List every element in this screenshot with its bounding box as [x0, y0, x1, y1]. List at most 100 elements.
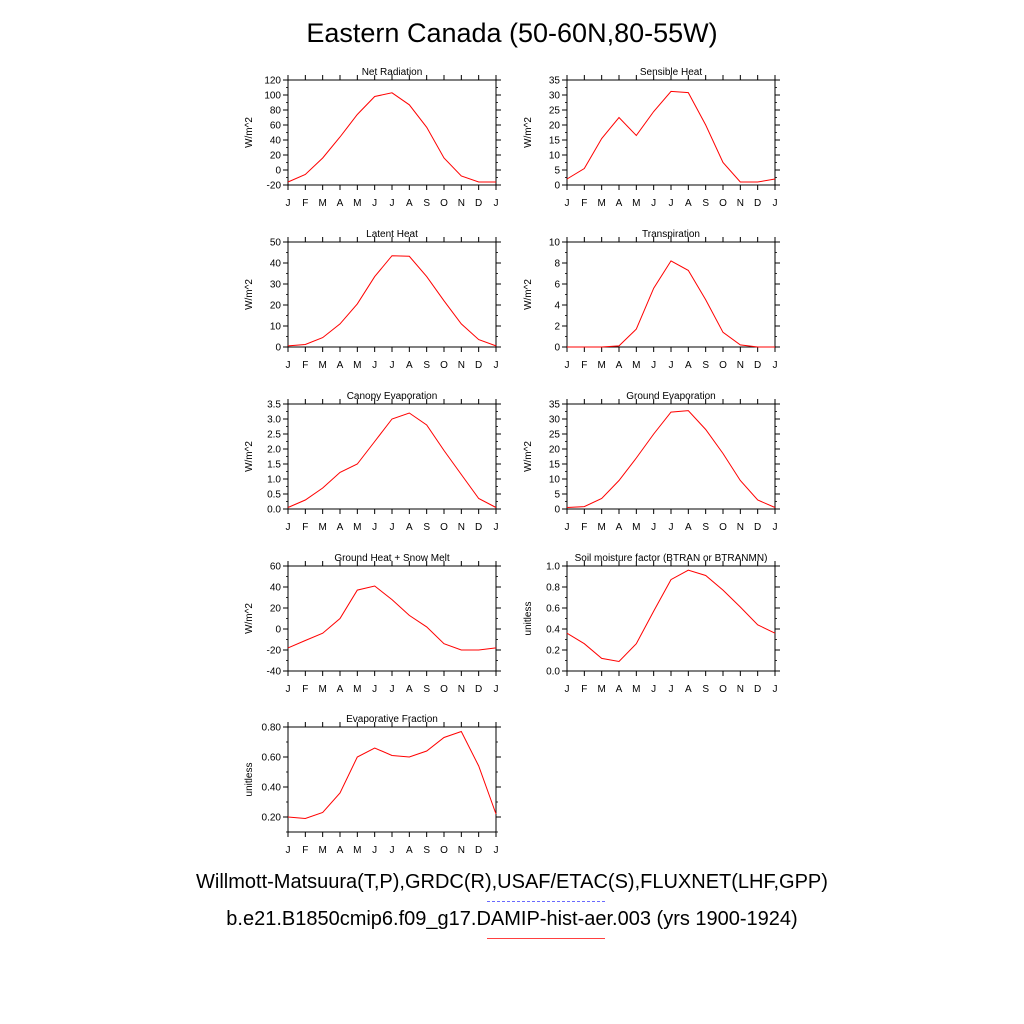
x-tick-label: M [318, 360, 326, 371]
x-tick-label: J [390, 198, 395, 209]
chart-title: Soil moisture factor (BTRAN or BTRANMN) [575, 553, 768, 564]
x-tick-label: S [702, 684, 709, 695]
chart-title: Sensible Heat [640, 67, 702, 78]
x-tick-label: S [423, 845, 430, 856]
y-tick-label: 0.20 [262, 813, 282, 824]
x-tick-label: A [406, 845, 413, 856]
series-line-model [566, 90, 776, 183]
x-tick-label: A [685, 360, 692, 371]
x-tick-label: J [286, 360, 291, 371]
x-tick-label: A [337, 684, 344, 695]
y-tick-label: 0.5 [267, 490, 281, 501]
y-axis-label: W/m^2 [523, 279, 534, 310]
y-tick-label: 2.0 [267, 445, 281, 456]
y-axis-label: W/m^2 [244, 603, 255, 634]
y-tick-label: 120 [264, 76, 281, 87]
y-tick-label: 2.5 [267, 430, 281, 441]
series-line-model [287, 412, 497, 508]
x-tick-label: N [458, 684, 465, 695]
x-tick-label: N [737, 522, 744, 533]
y-tick-label: 15 [549, 136, 561, 147]
chart-panel: Ground Heat + Snow Melt W/m^2 -40 -20 0 20 40 6… [244, 553, 501, 695]
x-tick-label: O [440, 198, 448, 209]
x-tick-label: M [632, 360, 640, 371]
x-tick-label: D [754, 360, 761, 371]
y-tick-label: 20 [549, 445, 561, 456]
legend-swatch-observations [487, 901, 605, 902]
chart-panel: Canopy Evaporation W/m^2 0.0 0.5 1.0 1.5 2.0 2.… [244, 391, 501, 533]
x-tick-label: F [302, 522, 308, 533]
legend-entry-model: b.e21.B1850cmip6.f09_g17.DAMIP-hist-aer.… [226, 908, 798, 930]
x-tick-label: S [702, 360, 709, 371]
x-tick-label: D [754, 198, 761, 209]
y-tick-label: 2 [554, 322, 560, 333]
x-tick-label: J [773, 198, 778, 209]
x-tick-label: F [581, 360, 587, 371]
x-tick-label: M [597, 522, 605, 533]
y-tick-label: 0.60 [262, 753, 282, 764]
y-tick-label: 0.4 [546, 625, 560, 636]
x-tick-label: J [494, 522, 499, 533]
plot-frame [566, 403, 776, 510]
x-tick-label: J [669, 360, 674, 371]
plot-frame [287, 565, 497, 672]
y-tick-label: 0 [275, 166, 281, 177]
y-tick-label: 5 [554, 490, 560, 501]
y-tick-label: 10 [549, 475, 561, 486]
x-tick-label: J [494, 360, 499, 371]
x-tick-label: M [353, 198, 361, 209]
x-tick-label: O [440, 522, 448, 533]
x-tick-label: O [440, 684, 448, 695]
y-tick-label: 30 [549, 91, 561, 102]
y-tick-label: 100 [264, 91, 281, 102]
plot-frame [566, 79, 776, 186]
x-tick-label: M [353, 684, 361, 695]
x-tick-label: M [318, 198, 326, 209]
x-tick-label: D [475, 684, 482, 695]
x-tick-label: A [337, 845, 344, 856]
x-tick-label: J [286, 684, 291, 695]
x-tick-label: O [719, 360, 727, 371]
y-tick-label: -20 [267, 646, 282, 657]
y-tick-label: 60 [270, 121, 282, 132]
x-tick-label: J [565, 360, 570, 371]
x-tick-label: M [597, 198, 605, 209]
y-tick-label: 4 [554, 301, 560, 312]
x-tick-label: M [353, 360, 361, 371]
y-tick-label: 40 [270, 259, 282, 270]
y-tick-label: -40 [267, 667, 282, 678]
y-tick-label: 0.8 [546, 583, 560, 594]
x-tick-label: O [719, 522, 727, 533]
y-tick-label: 0.2 [546, 646, 560, 657]
y-axis-label: W/m^2 [523, 441, 534, 472]
y-tick-label: 50 [270, 238, 282, 249]
x-tick-label: J [494, 845, 499, 856]
x-tick-label: A [685, 198, 692, 209]
x-tick-label: O [719, 198, 727, 209]
x-tick-label: N [737, 360, 744, 371]
chart-title: Canopy Evaporation [347, 391, 438, 402]
x-tick-label: A [406, 198, 413, 209]
legend-entry-observations: Willmott-Matsuura(T,P),GRDC(R),USAF/ETAC… [196, 871, 828, 893]
y-tick-label: 20 [270, 604, 282, 615]
x-tick-label: N [458, 845, 465, 856]
y-tick-label: 80 [270, 106, 282, 117]
y-tick-label: 8 [554, 259, 560, 270]
y-tick-label: 10 [270, 322, 282, 333]
x-tick-label: D [475, 845, 482, 856]
x-tick-label: F [302, 198, 308, 209]
series-line-model [287, 92, 496, 183]
x-tick-label: M [318, 684, 326, 695]
y-tick-label: 0.0 [267, 505, 281, 516]
x-tick-label: D [754, 684, 761, 695]
y-tick-label: 25 [549, 106, 561, 117]
y-tick-label: 35 [549, 76, 561, 87]
x-tick-label: S [423, 522, 430, 533]
x-tick-label: J [372, 360, 377, 371]
y-tick-label: 0.80 [262, 723, 282, 734]
